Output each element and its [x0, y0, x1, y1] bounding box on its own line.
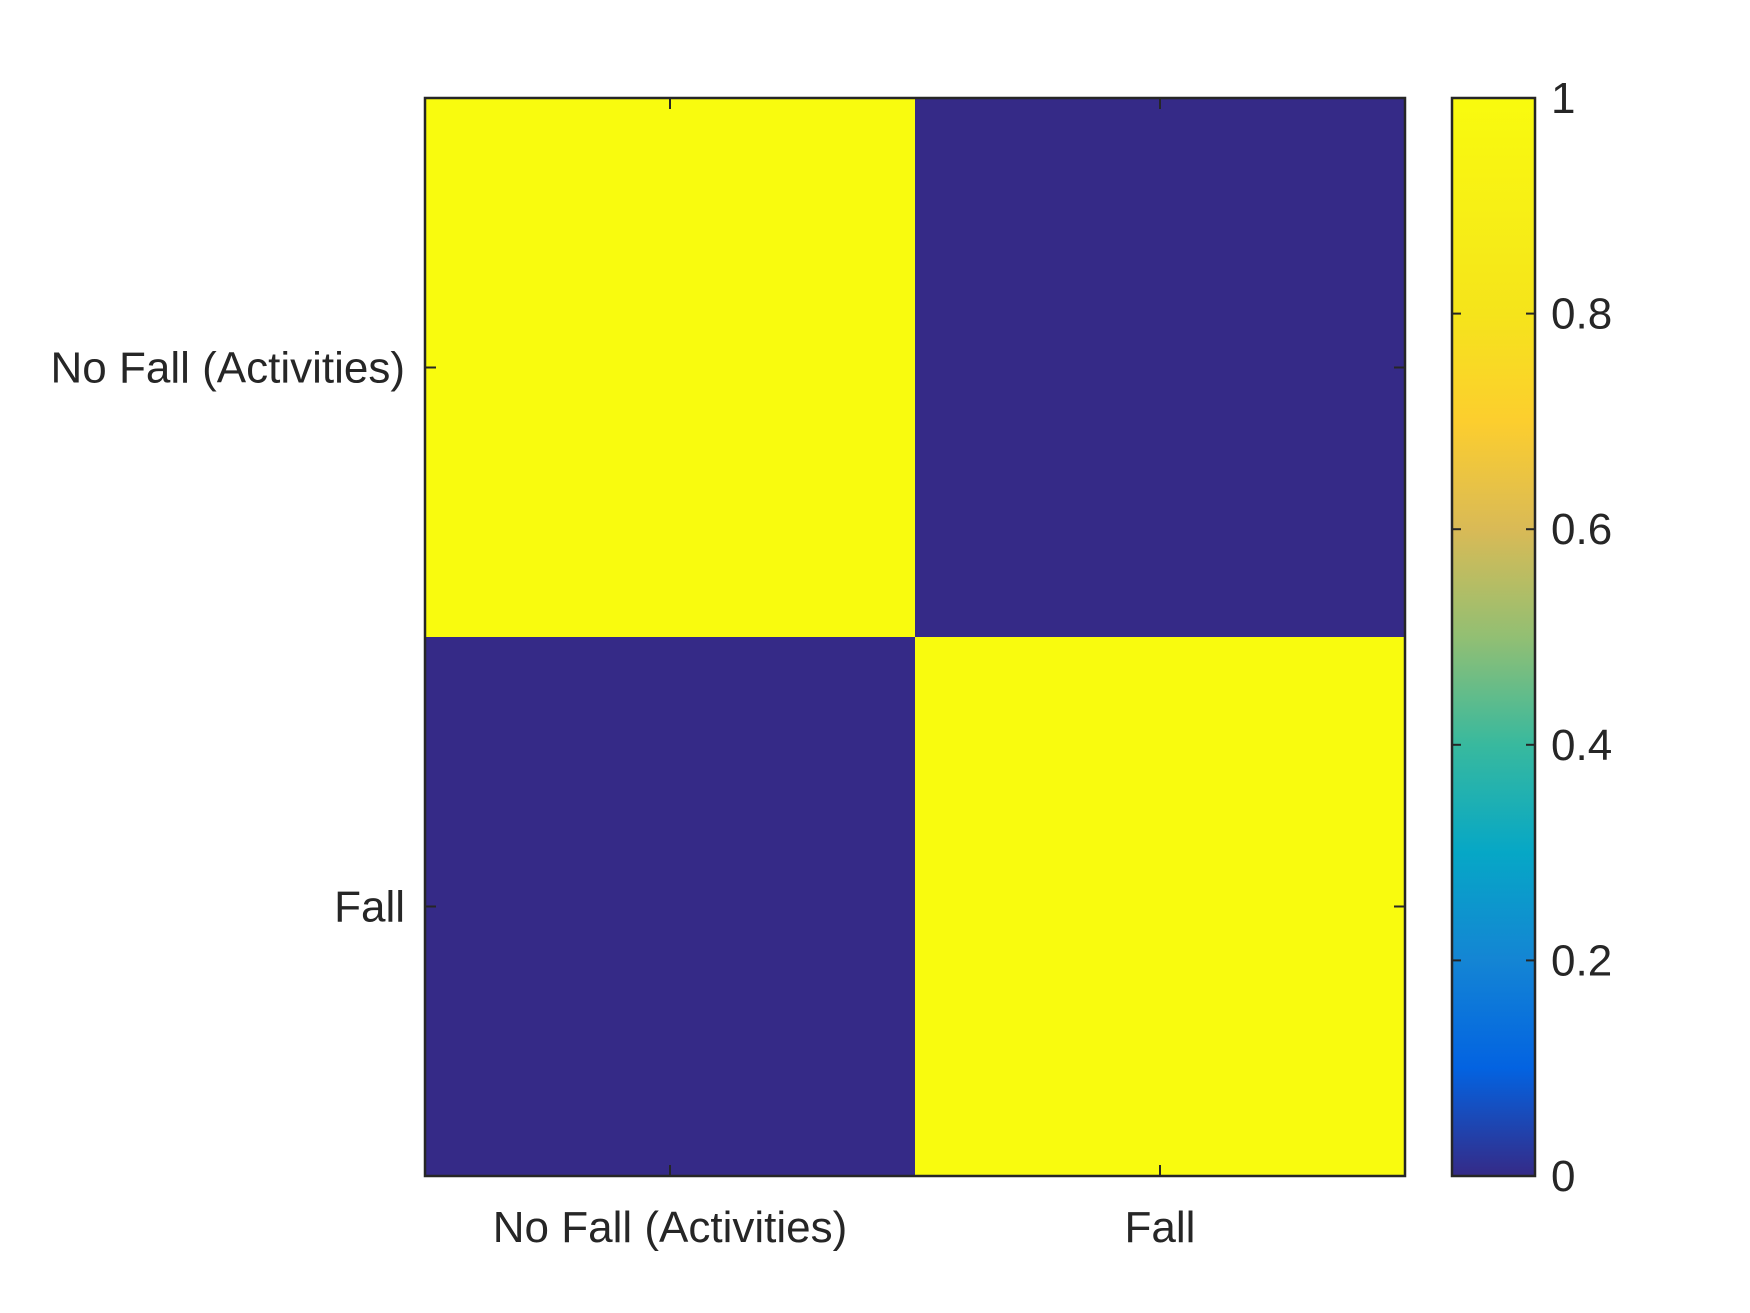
colorbar-tick-label-1: 0.2 [1551, 936, 1612, 985]
plot-frame [423, 96, 1407, 1178]
colorbar-frame [1450, 96, 1537, 1178]
heatmap-cell-r1-c1 [915, 637, 1406, 1177]
y-tick-label-0: No Fall (Activities) [51, 344, 406, 393]
x-tick-labels: No Fall (Activities) Fall [493, 1203, 1196, 1252]
colorbar: 0 0.2 0.4 0.6 0.8 1 [1450, 74, 1612, 1201]
heatmap-cells [425, 98, 1406, 1177]
colorbar-gradient [1452, 98, 1535, 1176]
heatmap-cell-r0-c0 [425, 98, 916, 638]
x-tick-label-1: Fall [1125, 1203, 1196, 1252]
colorbar-tick-label-2: 0.4 [1551, 721, 1612, 770]
y-tick-label-1: Fall [334, 883, 405, 932]
colorbar-tick-label-0: 0 [1551, 1152, 1575, 1201]
axis-ticks [425, 98, 1405, 1176]
heatmap-cell-r1-c0 [425, 637, 916, 1177]
x-tick-label-0: No Fall (Activities) [493, 1203, 848, 1252]
y-tick-labels: No Fall (Activities) Fall [51, 344, 406, 932]
colorbar-tick-label-4: 0.8 [1551, 290, 1612, 339]
colorbar-tick-label-3: 0.6 [1551, 505, 1612, 554]
colorbar-tick-label-5: 1 [1551, 74, 1575, 123]
heatmap-cell-r0-c1 [915, 98, 1406, 638]
